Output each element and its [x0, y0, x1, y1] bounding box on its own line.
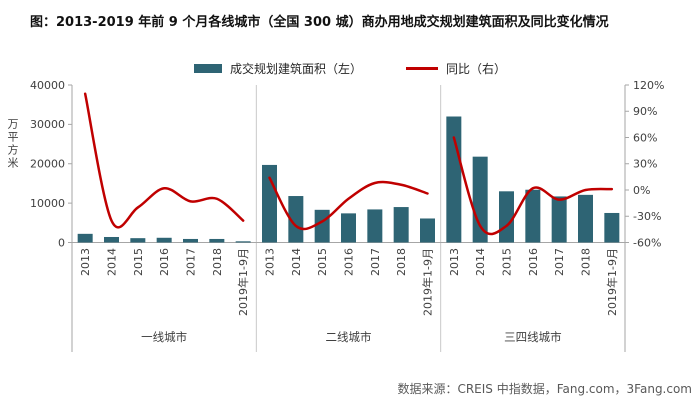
legend-line-swatch-icon	[406, 66, 438, 70]
x-tick-label: 2016	[343, 248, 356, 276]
x-tick-label: 2019年1-9月	[605, 248, 619, 316]
yoy-line	[83, 92, 245, 229]
x-tick-label: 2015	[316, 248, 329, 276]
x-tick-label: 2018	[580, 248, 593, 276]
left-axis-tick-label: 20000	[30, 158, 65, 171]
left-axis-tick-label: 30000	[30, 118, 65, 131]
bar	[183, 238, 198, 243]
bar	[156, 237, 172, 243]
right-axis-tick-label: -30%	[633, 210, 661, 223]
x-tick-label: 2017	[185, 248, 198, 276]
x-tick-label: 2013	[264, 248, 277, 276]
x-tick-label: 2014	[474, 248, 487, 276]
x-tick-label: 2016	[158, 248, 171, 276]
bar	[499, 191, 514, 243]
bar	[525, 189, 541, 243]
bar	[367, 209, 383, 243]
left-axis-tick-label: 40000	[30, 79, 65, 92]
yoy-line	[452, 136, 614, 236]
bar	[578, 194, 593, 243]
x-tick-label: 2017	[369, 248, 382, 276]
left-axis-tick-label: 10000	[30, 197, 65, 210]
bar	[604, 212, 620, 243]
x-tick-label: 2014	[290, 248, 303, 276]
right-axis-tick-label: 60%	[633, 131, 657, 144]
right-axis-tick-label: 30%	[633, 158, 657, 171]
left-axis-tick-label: 0	[58, 236, 65, 249]
bar	[104, 236, 119, 243]
right-axis-tick-label: 120%	[633, 79, 664, 92]
bar	[288, 196, 304, 243]
legend-bar-label: 成交规划建筑面积（左）	[229, 61, 362, 76]
x-tick-label: 2014	[106, 248, 119, 276]
bar	[235, 241, 251, 243]
bar	[393, 207, 409, 243]
bar	[551, 196, 567, 243]
x-tick-label: 2015	[132, 248, 145, 276]
data-source: 数据来源：CREIS 中指数据，Fang.com，3Fang.com	[397, 382, 692, 396]
x-tick-label: 2013	[79, 248, 92, 276]
x-tick-label: 2016	[527, 248, 540, 276]
bar	[209, 238, 225, 243]
right-axis-tick-label: 0%	[633, 184, 650, 197]
x-tick-label: 2015	[501, 248, 514, 276]
legend-line-label: 同比（右）	[446, 61, 507, 76]
x-tick-label: 2018	[211, 248, 224, 276]
x-tick-label: 2013	[448, 248, 461, 276]
bar	[130, 238, 146, 243]
right-axis-tick-label: -60%	[633, 236, 661, 249]
bar	[446, 116, 462, 243]
bar	[77, 233, 93, 243]
yoy-line	[268, 176, 429, 231]
bar	[420, 218, 435, 243]
legend-bar-swatch-icon	[193, 63, 222, 73]
legend: 成交规划建筑面积（左） 同比（右）	[0, 58, 700, 78]
right-axis-tick-label: 90%	[633, 105, 657, 118]
left-axis-unit-label: 万平方米	[6, 118, 19, 170]
chart-title: 图：2013-2019 年前 9 个月各线城市（全国 300 城）商办用地成交规…	[30, 15, 609, 30]
group-label: 一线城市	[141, 330, 187, 344]
group-label: 三四线城市	[504, 330, 562, 344]
x-tick-label: 2018	[395, 248, 408, 276]
group-label: 二线城市	[326, 330, 372, 344]
bar	[341, 213, 356, 243]
bar	[314, 209, 330, 243]
x-tick-label: 2019年1-9月	[421, 248, 435, 316]
bar	[472, 156, 488, 243]
x-tick-label: 2017	[553, 248, 566, 276]
x-tick-label: 2019年1-9月	[236, 248, 250, 316]
